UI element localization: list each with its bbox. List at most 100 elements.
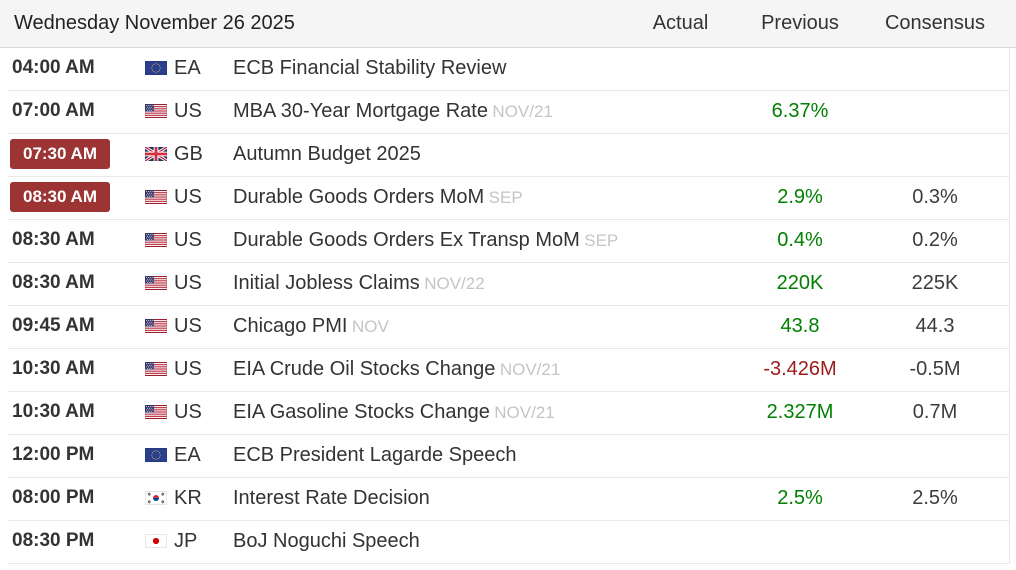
event-time-cell: 08:30 AM <box>8 182 145 212</box>
event-reference: NOV/21 <box>492 102 553 121</box>
flag-us-icon <box>145 405 167 419</box>
event-cell: Interest Rate Decision <box>233 486 628 512</box>
event-time: 07:30 AM <box>10 139 110 169</box>
previous-value: 6.37% <box>771 100 829 122</box>
table-row[interactable]: 07:00 AM US MBA 30-Year Mortgage Rate NO… <box>8 91 1009 134</box>
event-time: 04:00 AM <box>12 57 95 78</box>
event-name[interactable]: Durable Goods Orders MoM <box>233 186 485 208</box>
event-time: 08:30 AM <box>10 182 110 212</box>
country-cell: US <box>145 228 233 252</box>
previous-value: 220K <box>776 272 824 294</box>
table-row[interactable]: 04:00 AM EA ECB Financial Stability Revi… <box>8 48 1009 91</box>
flag-us-icon <box>145 104 167 118</box>
consensus-value: 225K <box>911 272 959 294</box>
event-cell: EIA Crude Oil Stocks Change NOV/21 <box>233 357 628 383</box>
flag-us-icon <box>145 319 167 333</box>
country-code: US <box>174 229 202 251</box>
calendar-header: Wednesday November 26 2025 Actual Previo… <box>0 0 1016 48</box>
country-cell: US <box>145 400 233 424</box>
country-code: US <box>174 315 202 337</box>
event-time: 12:00 PM <box>12 444 95 465</box>
event-cell: Durable Goods Orders MoM SEP <box>233 185 628 211</box>
table-row[interactable]: 10:30 AM US EIA Gasoline Stocks Change N… <box>8 392 1009 435</box>
event-reference: SEP <box>488 188 523 207</box>
flag-us-icon <box>145 233 167 247</box>
event-name[interactable]: ECB President Lagarde Speech <box>233 444 517 466</box>
flag-eu-icon <box>145 448 167 462</box>
event-reference: SEP <box>584 231 619 250</box>
event-name[interactable]: MBA 30-Year Mortgage Rate <box>233 100 488 122</box>
event-time: 08:30 AM <box>12 229 95 250</box>
event-cell: Chicago PMI NOV <box>233 314 628 340</box>
country-cell: US <box>145 271 233 295</box>
table-row[interactable]: 08:00 PM KR Interest Rate Decision 2.5% … <box>8 478 1009 521</box>
event-reference: NOV/22 <box>424 274 485 293</box>
event-name[interactable]: Durable Goods Orders Ex Transp MoM <box>233 229 580 251</box>
country-code: US <box>174 100 202 122</box>
event-time-cell: 10:30 AM <box>8 400 145 425</box>
previous-value: -3.426M <box>763 358 837 380</box>
event-cell: Autumn Budget 2025 <box>233 142 628 168</box>
previous-value: 2.327M <box>766 401 834 423</box>
country-code: US <box>174 186 202 208</box>
flag-eu-icon <box>145 61 167 75</box>
table-row[interactable]: 08:30 AM US Durable Goods Orders MoM SEP… <box>8 177 1009 220</box>
table-row[interactable]: 09:45 AM US Chicago PMI NOV 43.8 44.3 <box>8 306 1009 349</box>
country-cell: GB <box>145 142 233 166</box>
country-code: KR <box>174 487 202 509</box>
table-row[interactable]: 07:30 AM GB Autumn Budget 2025 <box>8 134 1009 177</box>
event-name[interactable]: EIA Gasoline Stocks Change <box>233 401 490 423</box>
event-cell: ECB Financial Stability Review <box>233 56 628 82</box>
event-reference: NOV <box>351 317 389 336</box>
country-cell: EA <box>145 56 233 80</box>
event-name[interactable]: Autumn Budget 2025 <box>233 143 421 165</box>
event-time: 08:30 AM <box>12 272 95 293</box>
event-time-cell: 10:30 AM <box>8 357 145 382</box>
table-row[interactable]: 12:00 PM EA ECB President Lagarde Speech <box>8 435 1009 478</box>
consensus-value: 0.7M <box>912 401 958 423</box>
country-cell: US <box>145 99 233 123</box>
event-name[interactable]: Chicago PMI <box>233 315 348 337</box>
consensus-value: 44.3 <box>915 315 955 337</box>
calendar-rows: 04:00 AM EA ECB Financial Stability Revi… <box>8 48 1010 564</box>
previous-value: 43.8 <box>780 315 820 337</box>
flag-kr-icon <box>145 491 167 505</box>
event-reference: NOV/21 <box>499 360 561 379</box>
consensus-value: 0.3% <box>912 186 958 208</box>
country-code: EA <box>174 444 201 466</box>
column-header-consensus: Consensus <box>884 12 986 34</box>
event-name[interactable]: EIA Crude Oil Stocks Change <box>233 358 496 380</box>
country-code: JP <box>174 530 198 552</box>
event-time-cell: 08:30 AM <box>8 228 145 253</box>
date-heading: Wednesday November 26 2025 <box>14 12 295 34</box>
flag-us-icon <box>145 362 167 376</box>
table-row[interactable]: 08:30 PM JP BoJ Noguchi Speech <box>8 521 1009 564</box>
country-code: EA <box>174 57 201 79</box>
event-name[interactable]: BoJ Noguchi Speech <box>233 530 420 552</box>
event-cell: Initial Jobless Claims NOV/22 <box>233 271 628 297</box>
table-row[interactable]: 08:30 AM US Initial Jobless Claims NOV/2… <box>8 263 1009 306</box>
event-name[interactable]: Initial Jobless Claims <box>233 272 420 294</box>
event-reference: NOV/21 <box>494 403 555 422</box>
event-time: 09:45 AM <box>12 315 95 336</box>
country-cell: US <box>145 314 233 338</box>
event-time: 10:30 AM <box>12 358 95 379</box>
table-row[interactable]: 10:30 AM US EIA Crude Oil Stocks Change … <box>8 349 1009 392</box>
country-cell: KR <box>145 486 233 510</box>
table-row[interactable]: 08:30 AM US Durable Goods Orders Ex Tran… <box>8 220 1009 263</box>
country-code: US <box>174 358 202 380</box>
event-cell: EIA Gasoline Stocks Change NOV/21 <box>233 400 628 426</box>
event-name[interactable]: ECB Financial Stability Review <box>233 57 507 79</box>
consensus-value: -0.5M <box>909 358 961 380</box>
event-time-cell: 07:00 AM <box>8 99 145 124</box>
country-cell: US <box>145 357 233 381</box>
event-cell: MBA 30-Year Mortgage Rate NOV/21 <box>233 99 628 125</box>
event-name[interactable]: Interest Rate Decision <box>233 487 430 509</box>
event-time: 08:30 PM <box>12 530 95 551</box>
flag-us-icon <box>145 190 167 204</box>
country-cell: JP <box>145 529 233 553</box>
consensus-value: 2.5% <box>912 487 958 509</box>
previous-value: 2.9% <box>777 186 823 208</box>
event-time-cell: 09:45 AM <box>8 314 145 339</box>
